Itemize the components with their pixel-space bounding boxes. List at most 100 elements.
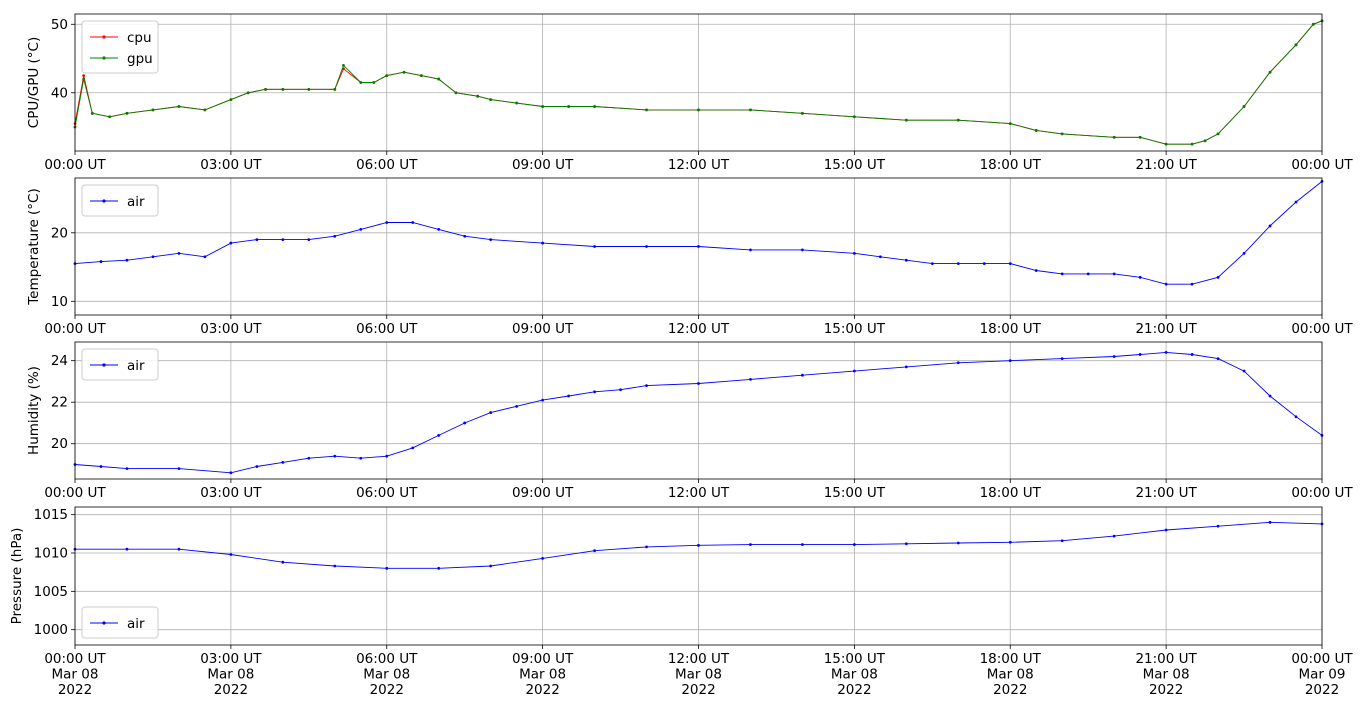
legend: cpu gpu [81,20,159,74]
x-tick-label: 00:00 UT Mar 09 2022 [1291,651,1353,698]
y-axis-label: Humidity (%) [26,366,42,455]
data-point-gpu [307,87,311,91]
x-tick-label: 03:00 UT [200,321,262,337]
data-point-air [1294,200,1298,204]
data-point-air [125,467,129,471]
data-point-air [1216,275,1220,279]
data-point-air [904,542,908,546]
data-point-air [255,238,259,242]
x-tick-label: 15:00 UT [824,157,886,173]
data-point-air [437,227,441,231]
data-point-air [956,262,960,266]
panel-3: 20 22 24 00:00 UT 03:00 UT 06:00 UT 09:00 UT 12… [26,341,1353,501]
data-point-air [1268,520,1272,524]
data-point-air [385,454,389,458]
data-point-air [645,384,648,387]
data-point-air [229,241,233,245]
x-tick-label: 18:00 UT [980,485,1042,501]
data-point-air [463,421,467,425]
data-point-air [852,543,856,546]
data-point-air [697,543,700,547]
data-point-gpu [476,94,480,98]
data-point-air [1112,272,1116,276]
data-point-air [930,262,934,266]
data-point-air [1112,534,1116,538]
data-point-gpu [956,118,960,122]
y-tick-label: 1005 [34,584,68,600]
y-tick-label: 20 [51,225,68,241]
x-tick-label: 06:00 UT [356,485,418,501]
data-point-air [1216,524,1220,528]
data-point-gpu [593,105,596,108]
x-tick-label: 00:00 UT Mar 08 2022 [44,651,106,698]
data-point-air [904,258,908,262]
data-point-air [1164,282,1168,286]
data-point-gpu [1190,142,1194,146]
y-axis-label: Temperature (°C) [26,188,42,306]
data-point-air [1008,359,1012,363]
panel-4: 1000 1005 1010 1015 00:00 UT Mar 08 2022 03:00 … [9,506,1353,698]
data-point-air [1008,262,1012,266]
data-point-gpu [515,101,519,105]
y-tick-label: 10 [51,294,68,310]
data-point-gpu [385,74,389,78]
data-point-air [463,234,467,238]
data-point-air [956,361,960,365]
legend-marker-air [102,363,106,367]
data-point-gpu [342,63,345,67]
data-point-air [1086,272,1090,276]
data-point-gpu [333,87,337,91]
data-point-gpu [697,108,700,112]
x-tick-label: 12:00 UT Mar 08 2022 [668,651,730,698]
data-point-gpu [1294,43,1298,47]
data-point-air [177,467,181,471]
data-point-air [1294,415,1298,419]
data-point-gpu [1112,135,1116,139]
x-tick-label: 21:00 UT [1135,485,1197,501]
x-tick-label: 06:00 UT Mar 08 2022 [356,651,418,698]
y-axis-label: Pressure (hPa) [9,528,25,625]
data-point-air [489,564,493,568]
data-point-air [333,564,337,568]
data-point-air [1242,251,1246,255]
legend-box [81,184,159,217]
series-line-air [74,351,1323,474]
data-point-gpu [749,108,752,112]
data-point-air [255,465,259,468]
data-point-air [852,369,856,373]
x-tick-label: 06:00 UT [356,157,418,173]
data-point-air [645,245,648,248]
data-point-air [1138,275,1142,279]
data-point-air [385,566,389,570]
data-point-air [411,446,415,450]
data-point-air [333,234,337,238]
x-tick-label: 21:00 UT [1135,321,1197,337]
data-point-air [411,221,415,224]
data-point-air [489,238,493,242]
x-tick-label: 00:00 UT [44,157,106,173]
data-point-gpu [1268,70,1272,74]
data-point-air [1112,355,1116,358]
data-point-gpu [125,111,129,115]
legend-label-cpu: cpu [127,30,152,46]
x-tick-label: 00:00 UT [44,321,106,337]
data-point-air [749,377,752,381]
data-point-gpu [645,108,648,112]
x-tick-label: 00:00 UT [44,485,106,501]
data-point-gpu [82,77,86,81]
data-point-gpu [177,105,181,108]
data-point-gpu [852,115,856,119]
x-tick-label: 21:00 UT [1135,157,1197,173]
data-point-air [1034,269,1038,272]
data-point-air [801,543,804,546]
data-point-air [749,248,752,252]
data-point-air [437,434,441,437]
y-tick-label: 1010 [34,546,68,562]
x-tick-label: 06:00 UT [356,321,418,337]
legend-box [81,606,159,639]
data-point-air [229,553,233,556]
y-tick-label: 24 [51,353,68,369]
data-point-air [99,260,103,263]
legend-label-gpu: gpu [127,51,153,67]
data-point-air [489,411,493,414]
